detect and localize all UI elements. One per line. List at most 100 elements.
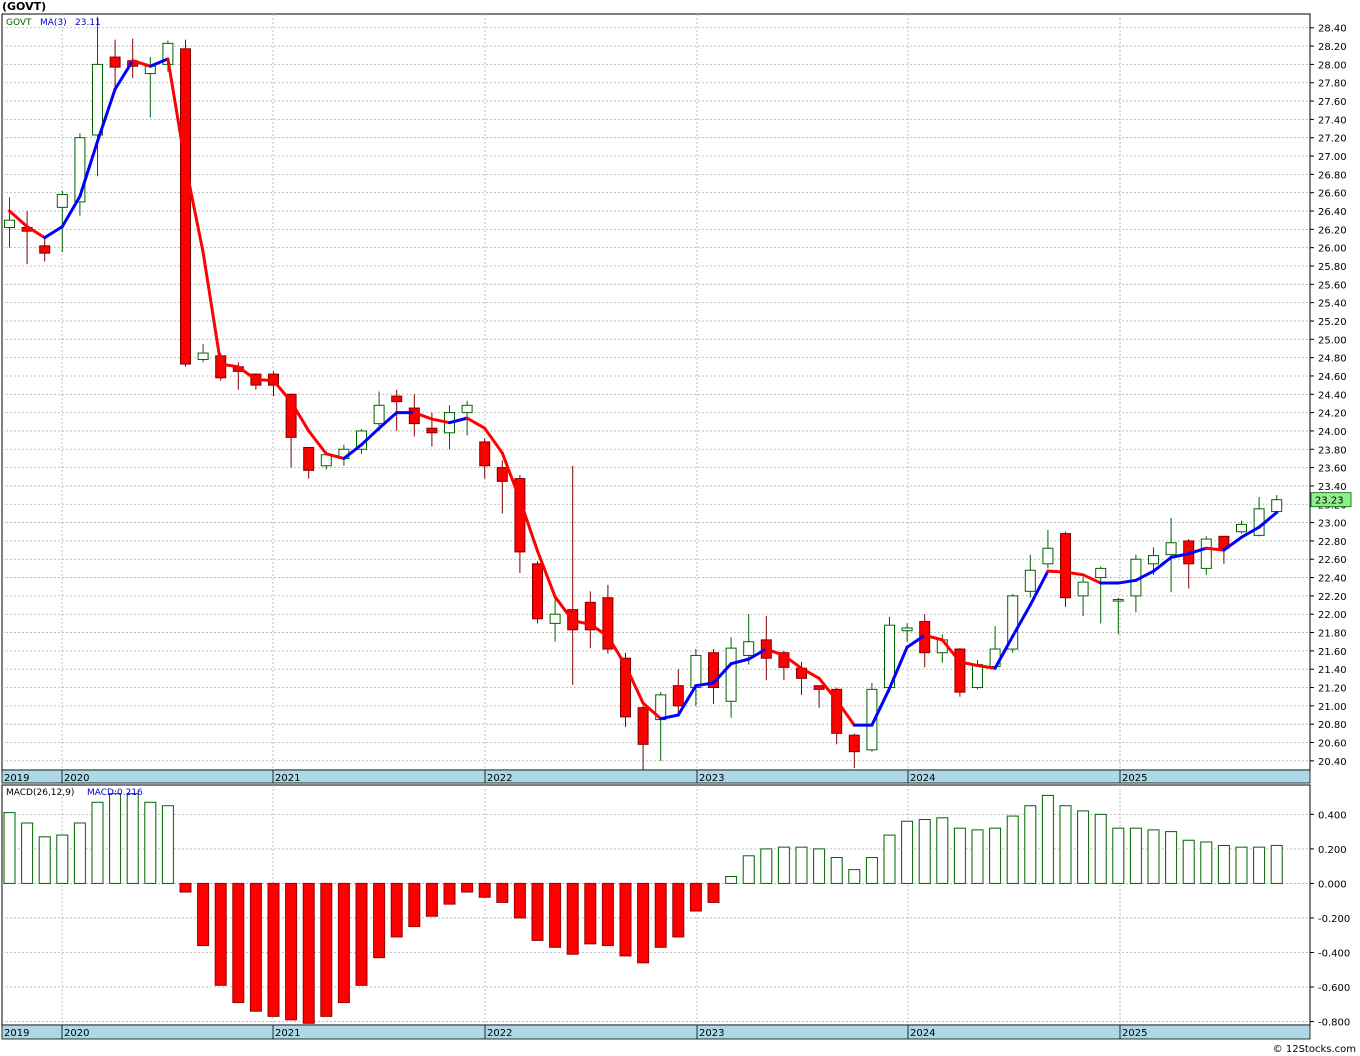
candle-body [1165, 542, 1177, 556]
macd-bar [1112, 827, 1125, 884]
macd-bar [91, 801, 104, 884]
candle-body [391, 395, 403, 403]
candle-body [584, 601, 596, 631]
ma3-segment [571, 619, 592, 626]
macd-bar [795, 846, 808, 884]
ma3-segment [360, 426, 381, 447]
legend-symbol: GOVT [6, 18, 32, 28]
price-tick-label: 26.20 [1318, 225, 1347, 236]
candle [197, 343, 209, 363]
macd-bar [619, 882, 632, 957]
ma3-segment [324, 452, 346, 460]
ma3-segment [1169, 552, 1191, 559]
price-tick-label: 27.80 [1318, 79, 1347, 90]
price-tick-label: 24.20 [1318, 409, 1347, 420]
candle [1042, 529, 1054, 569]
candle [672, 669, 684, 716]
macd-bar [672, 882, 685, 938]
macd-bar [249, 882, 262, 1012]
candle [391, 389, 403, 431]
candle [813, 685, 825, 708]
candle-body [39, 245, 51, 254]
credit-text: © 12Stocks.com [1272, 1044, 1356, 1055]
macd-bar [1077, 810, 1090, 884]
candle-body [1024, 569, 1036, 592]
candle-body [180, 48, 191, 365]
macd-bar [637, 882, 650, 964]
candle-body [4, 219, 15, 229]
year-label: 2022 [487, 1028, 512, 1039]
price-tick-label: 23.40 [1318, 482, 1347, 493]
candle [373, 391, 385, 431]
year-label: 2024 [910, 1028, 935, 1039]
candle-body [373, 404, 385, 425]
macd-bar [425, 882, 438, 917]
ma3-segment [1046, 569, 1067, 574]
candle-body [972, 664, 983, 689]
ma3-segment [500, 451, 522, 502]
candle [1236, 520, 1247, 534]
candle [180, 39, 191, 367]
macd-bar [214, 882, 227, 986]
candle [954, 648, 966, 697]
macd-bar [883, 834, 896, 884]
macd-bar [901, 820, 914, 884]
candle-body [408, 407, 420, 425]
last-price-tag [1310, 492, 1352, 508]
macd-bar [126, 793, 139, 884]
candle-body [320, 454, 332, 467]
candle [1112, 597, 1124, 635]
price-panel: 20.40 20.60 20.80 21.00 21.20 21.40 21.60 21.80… [1, 13, 1352, 771]
macd-bar [549, 882, 562, 948]
legend-ma-label: MA(3) [40, 18, 67, 28]
macd-bar [1217, 844, 1230, 884]
year-label: 2019 [4, 773, 29, 784]
ma3-segment [1064, 570, 1085, 577]
price-tick-label: 24.80 [1318, 354, 1347, 365]
ma3-segment [1134, 569, 1155, 582]
price-tick-label: 22.60 [1318, 555, 1347, 566]
price-tick-label: 28.00 [1318, 60, 1347, 71]
ma3-segment [1152, 555, 1173, 573]
macd-bar [1253, 846, 1266, 884]
price-plot-area [1, 13, 1311, 771]
candle [109, 39, 121, 92]
price-tick-label: 21.40 [1318, 665, 1347, 676]
ma3-segment [536, 549, 557, 599]
ma3-segment [430, 417, 451, 425]
candle [1095, 566, 1107, 624]
price-tick-label: 25.40 [1318, 299, 1347, 310]
price-tick-label: 20.40 [1318, 757, 1347, 768]
price-tick-label: 25.20 [1318, 317, 1347, 328]
macd-bar [1235, 846, 1248, 884]
ma3-segment [236, 365, 258, 382]
candle-body [620, 657, 631, 718]
price-tick-label: 27.00 [1318, 152, 1347, 163]
macd-year-axis: 2019 2020 2021 2022 2023 2024 2025 [1, 1024, 1311, 1040]
ma3-segment [1187, 546, 1208, 556]
ma3-segment [1028, 569, 1050, 607]
candle [496, 460, 508, 514]
ma3-segment [606, 634, 627, 668]
chart-title: (GOVT) [2, 0, 47, 13]
candle [92, 16, 103, 177]
ma3-segment [641, 701, 663, 721]
price-year-axis: 2019 2020 2021 2022 2023 2024 2025 [1, 769, 1311, 784]
candle [901, 623, 913, 642]
macd-bar [73, 822, 86, 884]
ma3-segment [993, 634, 1015, 670]
macd-legend-value: MACD:0.216 [87, 788, 143, 798]
candle [479, 438, 491, 479]
candle [39, 238, 51, 262]
candle-body [1148, 555, 1159, 565]
macd-bar [179, 882, 192, 893]
ma3-segment [553, 595, 575, 623]
year-label: 2025 [1122, 1028, 1147, 1039]
price-tick-label: 22.40 [1318, 574, 1347, 585]
macd-bar [337, 882, 350, 1004]
candle-body [602, 597, 614, 650]
price-tick-label: 22.20 [1318, 592, 1347, 603]
macd-bar [953, 827, 966, 884]
ma3-segment [8, 209, 29, 229]
